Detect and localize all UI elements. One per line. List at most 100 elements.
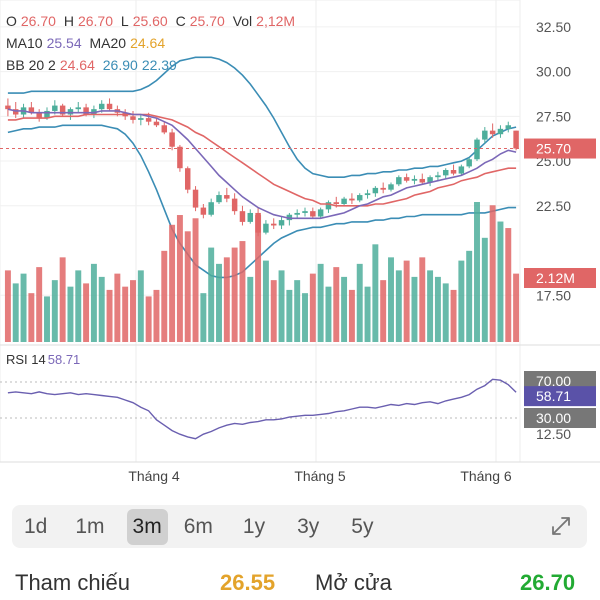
volume-bar: [317, 263, 324, 342]
range-selector: 1d 1m 3m 6m 1y 3y 5y: [12, 505, 587, 548]
candle-body: [44, 110, 50, 119]
open-price-value: 26.70: [520, 570, 576, 595]
candle-body: [364, 193, 371, 196]
volume-bar: [114, 273, 121, 342]
volume-bar: [145, 296, 152, 342]
volume-bar: [497, 221, 504, 342]
range-3y-button[interactable]: 3y: [297, 514, 320, 538]
candle-body: [75, 107, 82, 110]
volume-bar: [200, 293, 207, 342]
candle-body: [91, 109, 97, 115]
rsi-tick-label: 12.50: [536, 426, 571, 442]
bb-upper-line: [7, 56, 517, 178]
low-value: 25.60: [132, 13, 168, 29]
volume-bar: [184, 231, 191, 342]
candle-body: [333, 202, 340, 204]
candle-body: [388, 184, 394, 190]
volume-bar: [239, 241, 246, 342]
range-1m-button[interactable]: 1m: [75, 514, 105, 538]
range-1d-button[interactable]: 1d: [24, 514, 48, 538]
rsi-lower-badge-bg: [524, 408, 596, 428]
volume-bar: [169, 224, 176, 342]
last-price-badge: 25.70: [536, 141, 571, 157]
candle-body: [286, 214, 293, 221]
price-tick-label: 17.50: [536, 287, 571, 303]
open-price-label: Mở cửa: [315, 570, 392, 595]
candle-body: [67, 109, 74, 115]
volume-bar: [231, 247, 238, 342]
candle-body: [98, 103, 105, 110]
volume-label: Vol: [232, 13, 253, 29]
x-tick-label: Tháng 5: [294, 468, 346, 484]
candle-body: [192, 189, 199, 208]
candle-body: [317, 209, 324, 217]
candle-body: [380, 187, 386, 190]
candle-body: [411, 178, 418, 181]
bb-lower-line: [7, 124, 517, 279]
candle-body: [247, 212, 254, 222]
volume-bar: [341, 276, 348, 342]
volume-bar: [36, 267, 43, 342]
candle-body: [294, 212, 300, 215]
range-3m-button[interactable]: 3m: [126, 508, 168, 545]
stock-chart[interactable]: 32.5030.0027.5025.0022.5017.5012.50Tháng…: [0, 0, 600, 500]
volume-bar: [442, 283, 449, 342]
volume-bar: [90, 263, 97, 342]
rsi-legend-value: 58.71: [47, 352, 81, 367]
volume-bar: [83, 283, 90, 342]
range-1y-button[interactable]: 1y: [242, 514, 266, 538]
volume-bar: [176, 215, 183, 342]
candle-body: [497, 128, 504, 135]
candle-body: [138, 118, 144, 120]
volume-bar: [98, 276, 105, 342]
volume-bar: [255, 215, 262, 342]
volume-bar: [223, 257, 230, 342]
volume-bar: [192, 218, 199, 342]
ma10-label: MA10: [6, 35, 43, 51]
volume-bar: [309, 273, 316, 342]
candle-body: [200, 207, 207, 215]
volume-bar: [247, 276, 254, 342]
candle-body: [302, 211, 308, 213]
expand-icon[interactable]: [549, 514, 573, 538]
candle-body: [59, 105, 66, 115]
candle-body: [28, 107, 35, 113]
candle-body: [450, 170, 457, 174]
volume-bar: [388, 257, 394, 342]
volume-bar: [489, 205, 496, 342]
candle-body: [458, 166, 465, 174]
ma10-line: [7, 108, 517, 220]
volume-bar: [474, 202, 480, 342]
candle-body: [231, 198, 238, 212]
candle-body: [419, 178, 426, 183]
candle-body: [161, 125, 168, 133]
candle-body: [427, 177, 433, 183]
price-tick-label: 32.50: [536, 19, 571, 35]
high-label: H: [63, 13, 74, 29]
volume-bar: [137, 270, 144, 342]
price-tick-label: 22.50: [536, 198, 571, 214]
volume-bar: [348, 289, 355, 342]
price-tick-label: 30.00: [536, 64, 571, 80]
rsi-label: RSI 14: [6, 352, 46, 367]
bb-lower-value: 22.39: [141, 57, 177, 73]
candle-body: [403, 177, 410, 181]
close-value: 25.70: [189, 13, 225, 29]
range-5y-button[interactable]: 5y: [351, 514, 374, 538]
volume-bar: [51, 280, 58, 342]
candle-body: [153, 121, 160, 126]
ma20-line: [7, 113, 517, 207]
range-6m-button[interactable]: 6m: [183, 514, 213, 538]
candle-body: [263, 223, 269, 233]
volume-bar: [216, 263, 222, 342]
high-value: 26.70: [77, 13, 113, 29]
ma20-value: 24.64: [130, 35, 166, 51]
candle-body: [239, 211, 246, 222]
candle-body: [466, 159, 472, 167]
candle-body: [130, 116, 136, 120]
candle-body: [442, 170, 449, 176]
candle-body: [489, 130, 496, 135]
ohlc-legend: O 26.70 H 26.70 L 25.60 C 25.70 Vol 2,12M: [6, 12, 299, 30]
rsi-upper-badge-bg: [524, 371, 596, 391]
candle-body: [52, 105, 58, 111]
